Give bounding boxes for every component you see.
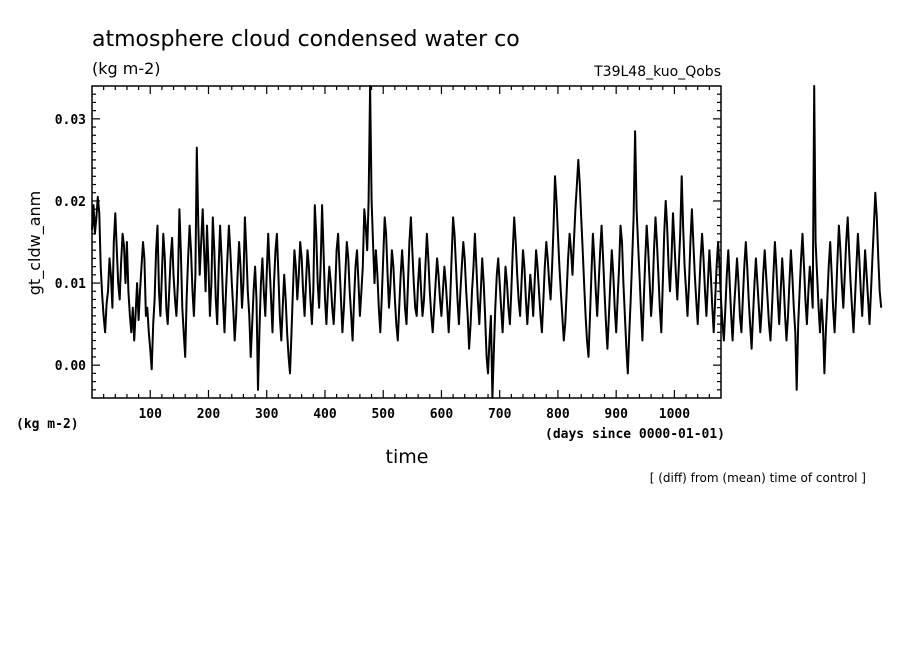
y-tick-label: 0.01	[55, 277, 86, 292]
y-tick-label: 0.02	[55, 195, 86, 210]
y-axis-units: (kg m-2)	[16, 417, 79, 432]
x-tick-label: 400	[313, 407, 337, 422]
y-tick-label: 0.00	[55, 359, 86, 374]
x-tick-label: 900	[604, 407, 628, 422]
chart-title: atmosphere cloud condensed water co	[92, 27, 520, 52]
x-tick-label: 200	[197, 407, 221, 422]
title-units: (kg m-2)	[92, 59, 161, 78]
x-axis-units: (days since 0000-01-01)	[545, 427, 725, 442]
x-tick-label: 500	[371, 407, 395, 422]
x-tick-label: 600	[430, 407, 454, 422]
x-tick-label: 700	[488, 407, 512, 422]
x-axis: 100 200 300 400 500 600 700 800 900 1000	[103, 86, 710, 422]
plot-frame	[91, 85, 722, 399]
x-tick-label: 100	[138, 407, 162, 422]
series-line	[91, 85, 883, 399]
experiment-label: T39L48_kuo_Qobs	[593, 64, 721, 80]
x-tick-label: 1000	[659, 407, 690, 422]
y-tick-label: 0.03	[55, 113, 86, 128]
x-tick-label: 300	[255, 407, 279, 422]
y-axis-label: gt_cldw_anm	[25, 191, 45, 295]
x-axis-label: time	[386, 446, 429, 468]
footnote: [ (diff) from (mean) time of control ]	[650, 471, 866, 485]
x-tick-label: 800	[546, 407, 570, 422]
